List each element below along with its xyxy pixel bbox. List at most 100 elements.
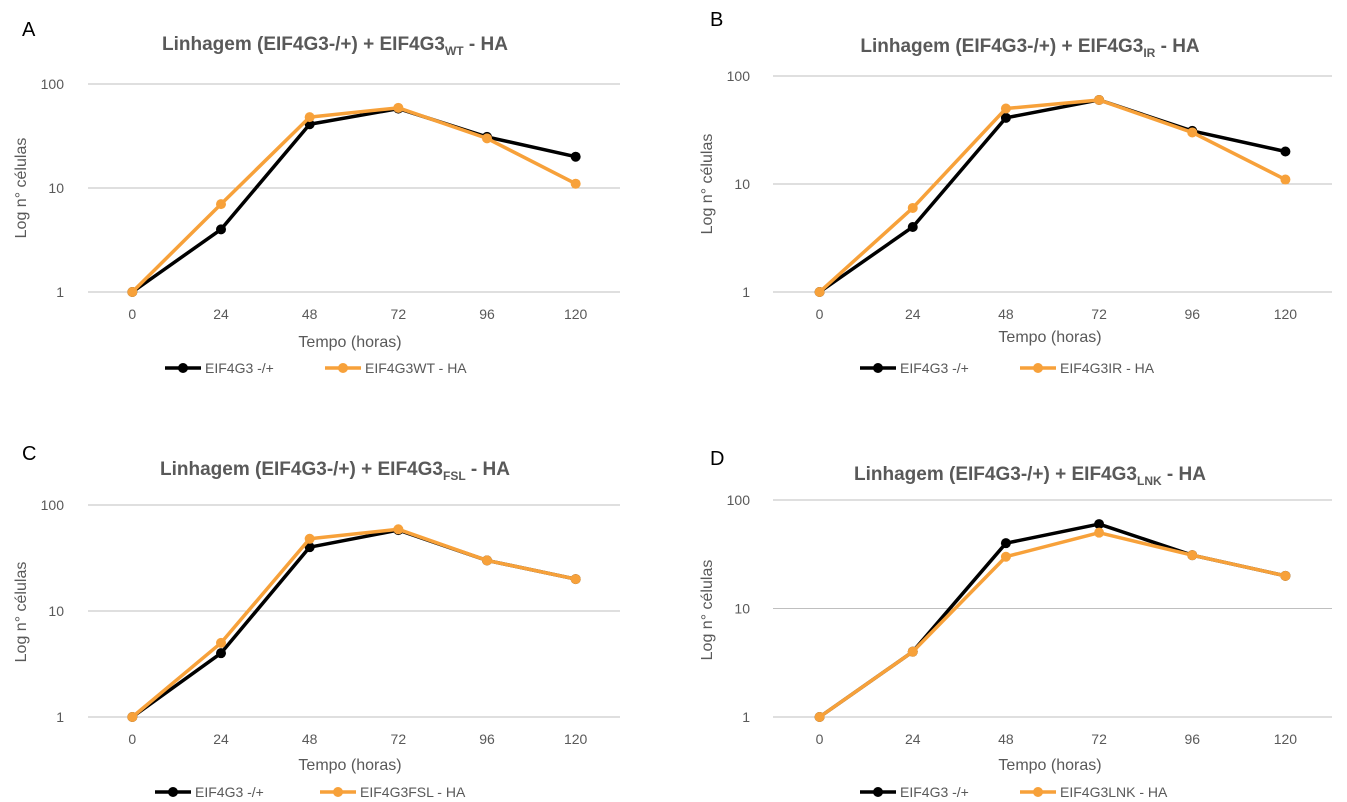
chart-svg-c: C Linhagem (EIF4G3-/+) + EIF4G3FSL - HA 1 1… xyxy=(13,443,620,800)
data-point-series-1 xyxy=(216,224,226,235)
x-axis-label: Tempo (horas) xyxy=(298,334,401,351)
x-axis-label: Tempo (horas) xyxy=(998,757,1101,774)
y-tick-label: 1 xyxy=(56,709,64,725)
data-point-series-2 xyxy=(216,637,226,648)
chart-title-main: Linhagem (EIF4G3-/+) + EIF4G3 xyxy=(160,459,443,480)
chart-panel-d: D Linhagem (EIF4G3-/+) + EIF4G3LNK - HA 1 1… xyxy=(699,430,1347,802)
x-tick-label: 24 xyxy=(213,731,229,747)
x-tick-label: 72 xyxy=(1091,306,1107,322)
panel-letter: C xyxy=(22,443,36,465)
chart-title-tail: - HA xyxy=(1162,464,1207,485)
legend-label: EIF4G3 -/+ xyxy=(900,784,969,800)
y-tick-label: 100 xyxy=(727,492,751,508)
legend-label: EIF4G3 -/+ xyxy=(195,784,264,800)
series-line-1 xyxy=(131,528,577,719)
chart-title-main: Linhagem (EIF4G3-/+) + EIF4G3 xyxy=(162,34,445,55)
panel-letter: D xyxy=(710,448,724,470)
chart-title: Linhagem (EIF4G3-/+) + EIF4G3WT - HA xyxy=(162,34,508,58)
data-point-series-2 xyxy=(393,524,404,535)
chart-title-tail: - HA xyxy=(466,459,511,480)
data-point-series-2 xyxy=(1187,127,1198,138)
chart-title: Linhagem (EIF4G3-/+) + EIF4G3LNK - HA xyxy=(854,464,1206,488)
chart-title-main: Linhagem (EIF4G3-/+) + EIF4G3 xyxy=(854,464,1137,485)
series-line-2 xyxy=(818,530,1286,719)
y-tick-label: 1 xyxy=(742,284,750,300)
chart-panel-c: C Linhagem (EIF4G3-/+) + EIF4G3FSL - HA 1 1… xyxy=(0,430,673,802)
data-point-series-2 xyxy=(127,287,138,297)
chart-title-subscript: IR xyxy=(1143,46,1155,60)
series-line-2 xyxy=(131,106,577,294)
data-point-series-2 xyxy=(127,712,138,722)
chart-title-subscript: FSL xyxy=(443,469,466,483)
data-point-series-1 xyxy=(1000,538,1011,549)
x-tick-label: 96 xyxy=(1184,306,1200,322)
panel-letter: A xyxy=(22,19,36,41)
panel-letter: B xyxy=(710,9,723,31)
data-point-series-2 xyxy=(907,202,918,213)
legend-swatch-marker xyxy=(873,787,883,797)
y-tick-label: 1 xyxy=(742,709,750,725)
chart-title-main: Linhagem (EIF4G3-/+) + EIF4G3 xyxy=(860,36,1143,57)
data-point-series-2 xyxy=(304,533,315,544)
x-tick-label: 48 xyxy=(998,731,1014,747)
x-tick-label: 96 xyxy=(479,306,495,322)
data-point-series-2 xyxy=(1094,527,1105,538)
data-point-series-2 xyxy=(1280,570,1291,581)
data-point-series-2 xyxy=(1000,103,1011,114)
legend-swatch-marker xyxy=(338,363,348,373)
data-point-series-2 xyxy=(1187,550,1198,561)
chart-title: Linhagem (EIF4G3-/+) + EIF4G3FSL - HA xyxy=(160,459,510,483)
data-point-series-2 xyxy=(814,712,825,722)
x-tick-label: 24 xyxy=(905,731,921,747)
x-tick-label: 48 xyxy=(302,306,318,322)
x-tick-label: 0 xyxy=(816,731,824,747)
data-point-series-1 xyxy=(216,648,226,659)
legend-swatch-marker xyxy=(873,363,883,373)
data-point-series-2 xyxy=(1000,551,1011,562)
data-point-series-1 xyxy=(1000,112,1011,123)
chart-title: Linhagem (EIF4G3-/+) + EIF4G3IR - HA xyxy=(860,36,1200,60)
data-point-series-2 xyxy=(1094,94,1105,105)
x-tick-label: 48 xyxy=(302,731,318,747)
series-line-1 xyxy=(131,106,577,294)
y-tick-label: 10 xyxy=(48,180,64,196)
data-point-series-1 xyxy=(1094,519,1105,530)
y-axis-label: Log n° células xyxy=(699,134,716,235)
chart-title-subscript: LNK xyxy=(1137,474,1162,488)
y-tick-label: 10 xyxy=(734,601,750,617)
legend-swatch-marker xyxy=(168,787,178,797)
x-tick-label: 120 xyxy=(564,306,588,322)
series-line-2 xyxy=(131,527,577,719)
chart-svg-d: D Linhagem (EIF4G3-/+) + EIF4G3LNK - HA 1 1… xyxy=(699,448,1332,800)
legend-swatch-marker xyxy=(1033,787,1043,797)
chart-panel-b: B Linhagem (EIF4G3-/+) + EIF4G3IR - HA 1 10… xyxy=(699,0,1347,401)
chart-title-tail: - HA xyxy=(1155,36,1200,57)
chart-svg-b: B Linhagem (EIF4G3-/+) + EIF4G3IR - HA 1 10… xyxy=(699,9,1332,376)
x-tick-label: 72 xyxy=(391,306,407,322)
x-tick-label: 0 xyxy=(816,306,824,322)
chart-svg-a: A Linhagem (EIF4G3-/+) + EIF4G3WT - HA 1 10… xyxy=(13,19,620,376)
data-point-series-2 xyxy=(482,133,492,144)
x-axis-label: Tempo (horas) xyxy=(298,757,401,774)
data-point-series-1 xyxy=(304,542,315,553)
chart-panel-a: A Linhagem (EIF4G3-/+) + EIF4G3WT - HA 1 10… xyxy=(0,0,673,401)
data-point-series-2 xyxy=(216,199,226,210)
data-point-series-2 xyxy=(570,574,581,585)
data-point-series-1 xyxy=(1280,146,1291,157)
legend-label: EIF4G3WT - HA xyxy=(365,360,467,376)
data-point-series-2 xyxy=(907,646,918,657)
legend-label: EIF4G3IR - HA xyxy=(1060,360,1155,376)
legend-label: EIF4G3FSL - HA xyxy=(360,784,466,800)
y-tick-label: 10 xyxy=(48,603,64,619)
legend-label: EIF4G3LNK - HA xyxy=(1060,784,1168,800)
x-tick-label: 120 xyxy=(1274,306,1298,322)
x-tick-label: 120 xyxy=(1274,731,1298,747)
x-tick-label: 120 xyxy=(564,731,588,747)
y-tick-label: 1 xyxy=(56,284,64,300)
data-point-series-2 xyxy=(814,287,825,297)
legend-label: EIF4G3 -/+ xyxy=(205,360,274,376)
y-axis-label: Log n° células xyxy=(699,560,716,661)
y-tick-label: 100 xyxy=(41,76,65,92)
y-tick-label: 100 xyxy=(727,68,751,84)
legend-swatch-marker xyxy=(333,787,343,797)
